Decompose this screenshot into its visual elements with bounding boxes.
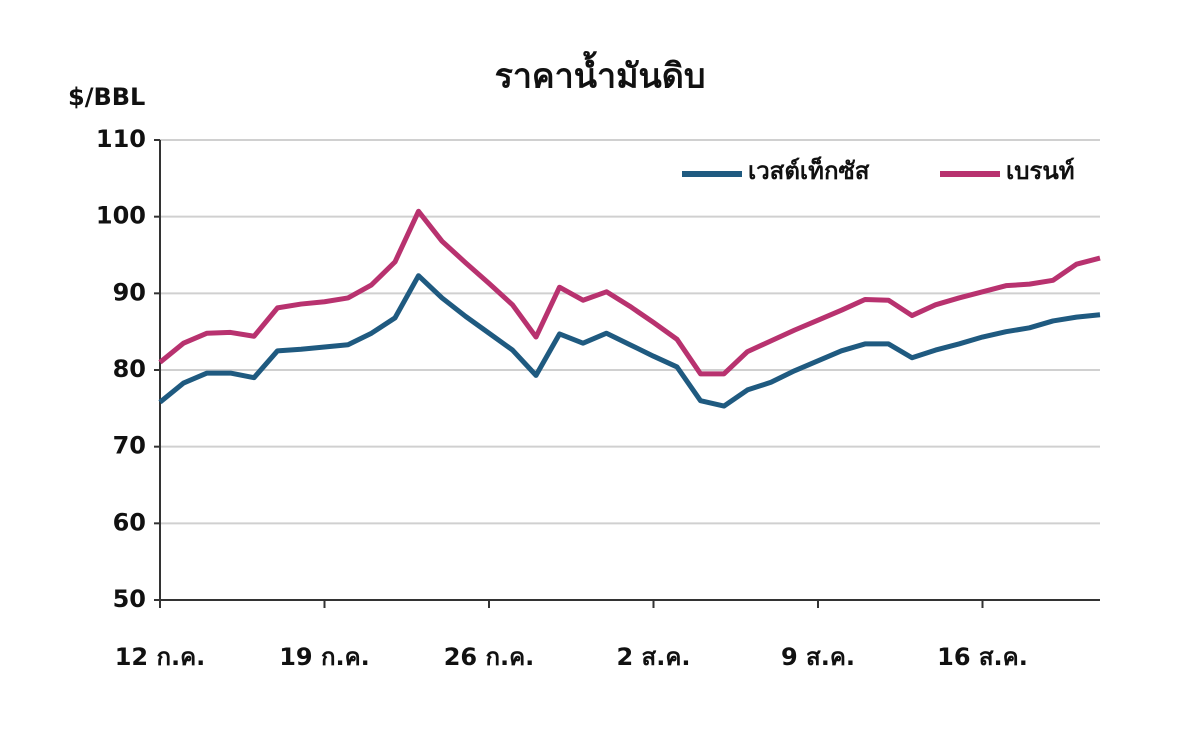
chart-title: ราคาน้ำมันดิบ xyxy=(495,51,706,97)
y-axis-unit: $/BBL xyxy=(68,83,145,111)
x-tick-label: 12 ก.ค. xyxy=(115,643,206,671)
y-tick-label: 100 xyxy=(96,202,146,230)
y-tick-label: 90 xyxy=(113,278,146,306)
legend-label: เวสต์เท็กซัส xyxy=(748,156,870,185)
line-series xyxy=(158,208,1101,377)
y-tick-label: 80 xyxy=(113,355,146,383)
x-tick-label: 2 ส.ค. xyxy=(617,643,691,671)
y-tick-label: 60 xyxy=(113,508,146,536)
x-tick-label: 19 ก.ค. xyxy=(279,643,370,671)
y-tick-label: 50 xyxy=(113,585,146,613)
y-tick-label: 110 xyxy=(96,125,146,153)
x-tick-label: 9 ส.ค. xyxy=(781,643,855,671)
x-tick-label: 16 ส.ค. xyxy=(937,643,1028,671)
x-tick-label: 26 ก.ค. xyxy=(444,643,535,671)
line-series xyxy=(158,273,1101,409)
legend-label: เบรนท์ xyxy=(1006,157,1075,185)
y-tick-label: 70 xyxy=(113,432,146,460)
